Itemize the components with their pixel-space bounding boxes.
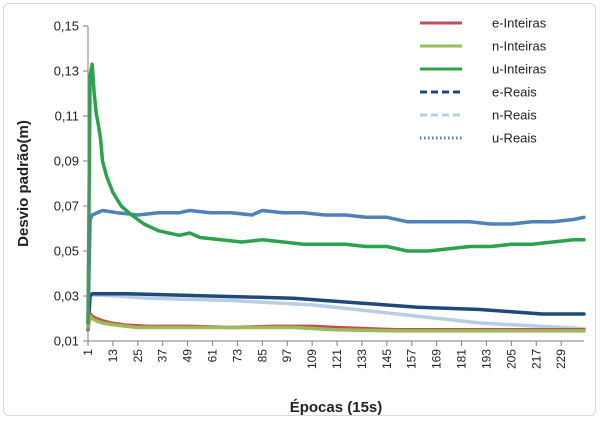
legend-label-e-reais: e-Reais <box>492 85 537 100</box>
x-tick-label: 205 <box>504 349 518 369</box>
x-tick-label: 157 <box>405 349 419 369</box>
x-tick-label: 121 <box>330 349 344 369</box>
x-tick-label: 73 <box>230 349 244 363</box>
x-tick-label: 145 <box>380 349 394 369</box>
y-ticks: 0,01 0,03 0,05 0,07 0,09 0,11 0,13 0,15 <box>54 19 88 349</box>
x-tick-label: 1 <box>81 349 95 356</box>
y-tick-label: 0,01 <box>54 334 79 349</box>
x-tick-label: 193 <box>479 349 493 369</box>
series-line-u-inteiras <box>86 62 586 325</box>
x-tick-label: 37 <box>156 349 170 363</box>
y-tick-label: 0,09 <box>54 154 79 169</box>
x-ticks: 1 13 25 37 49 61 73 85 97 109 121 133 145 157 169 181 19… <box>81 341 568 369</box>
x-tick-label: 169 <box>430 349 444 369</box>
y-axis-title: Desvio padrão(m) <box>15 120 32 247</box>
legend-label-n-inteiras: n-Inteiras <box>492 39 547 54</box>
x-tick-label: 133 <box>355 349 369 369</box>
x-tick-label: 229 <box>554 349 568 369</box>
x-axis-title: Épocas (15s) <box>290 399 383 416</box>
x-tick-label: 13 <box>106 349 120 363</box>
legend-label-n-reais: n-Reais <box>492 108 537 123</box>
y-tick-label: 0,05 <box>54 244 79 259</box>
x-tick-label: 109 <box>305 349 319 369</box>
series-line-e-reais <box>86 292 586 332</box>
y-tick-label: 0,03 <box>54 289 79 304</box>
plot-lines <box>86 62 586 333</box>
x-tick-label: 97 <box>280 349 294 363</box>
legend-label-e-inteiras: e-Inteiras <box>492 16 547 31</box>
x-tick-label: 181 <box>455 349 469 369</box>
x-tick-label: 217 <box>529 349 543 369</box>
y-tick-label: 0,13 <box>54 64 79 79</box>
legend: e-Inteiras n-Inteiras u-Inteiras e-Reais n-R… <box>420 16 547 146</box>
legend-label-u-reais: u-Reais <box>492 131 537 146</box>
y-tick-label: 0,15 <box>54 19 79 34</box>
y-tick-label: 0,11 <box>55 109 79 124</box>
series-line-n-inteiras <box>86 314 586 333</box>
x-tick-label: 85 <box>255 349 269 363</box>
x-tick-label: 25 <box>131 349 145 363</box>
y-tick-label: 0,07 <box>54 199 79 214</box>
x-tick-label: 61 <box>206 349 220 363</box>
legend-label-u-inteiras: u-Inteiras <box>492 62 547 77</box>
x-tick-label: 49 <box>181 349 195 363</box>
